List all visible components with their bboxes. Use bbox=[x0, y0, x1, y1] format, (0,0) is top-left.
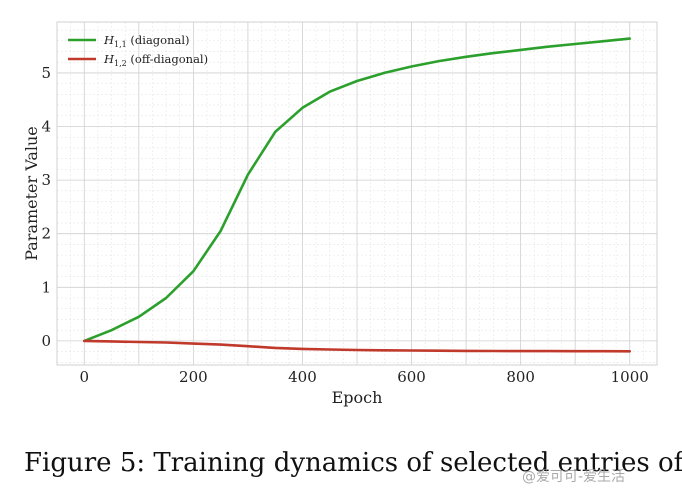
x-axis-label: Epoch bbox=[332, 388, 383, 407]
x-tick-label: 0 bbox=[79, 368, 89, 386]
series-line-1 bbox=[83, 37, 631, 343]
x-tick-label: 800 bbox=[506, 368, 535, 386]
plot-border bbox=[56, 21, 658, 366]
x-tick-label: 200 bbox=[179, 368, 208, 386]
y-axis-ticks: 0 1 2 3 4 5 bbox=[41, 64, 51, 350]
y-tick-label: 2 bbox=[41, 225, 51, 243]
y-tick-label: 3 bbox=[41, 171, 51, 189]
watermark: @爱可可-爱生活 bbox=[522, 469, 626, 485]
figure-caption: Figure 5: Training dynamics of selected … bbox=[24, 448, 682, 478]
series-lines bbox=[83, 37, 631, 353]
y-tick-label: 4 bbox=[41, 118, 51, 136]
x-axis-ticks: 0 200 400 600 800 1000 bbox=[79, 368, 648, 386]
y-tick-label: 1 bbox=[41, 278, 51, 296]
y-tick-label: 5 bbox=[41, 64, 51, 82]
legend-label-1: H1,1 (diagonal) bbox=[103, 33, 190, 49]
series-line-2 bbox=[83, 339, 631, 353]
caption-text: Figure 5: Training dynamics of selected … bbox=[24, 448, 682, 478]
legend-label-2: H1,2 (off-diagonal) bbox=[103, 52, 208, 68]
y-tick-label: 0 bbox=[41, 332, 51, 350]
x-tick-label: 1000 bbox=[611, 368, 649, 386]
x-tick-label: 600 bbox=[397, 368, 426, 386]
legend: H1,1 (diagonal) H1,2 (off-diagonal) bbox=[68, 33, 208, 68]
y-axis-label: Parameter Value bbox=[22, 126, 41, 261]
x-tick-label: 400 bbox=[288, 368, 317, 386]
line-chart: 0 1 2 3 4 5 0 200 400 600 800 1000 Epoch Parameter… bbox=[22, 21, 658, 407]
grid bbox=[56, 22, 658, 365]
